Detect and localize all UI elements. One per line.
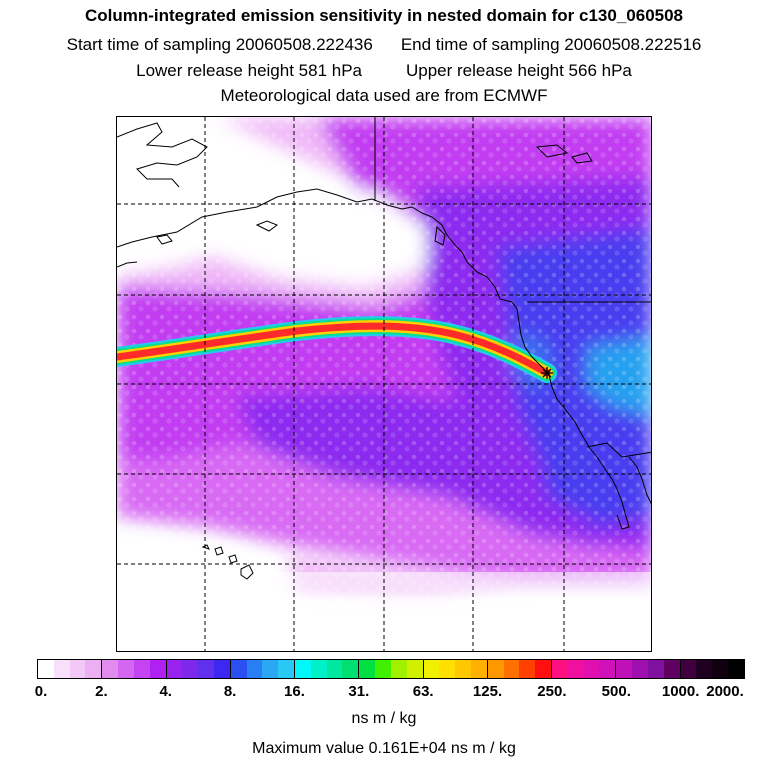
- colorbar-segment: [246, 660, 263, 678]
- colorbar-segment: [326, 660, 343, 678]
- colorbar-segment: [53, 660, 70, 678]
- colorbar-segment: [262, 660, 279, 678]
- colorbar-segment: [278, 660, 294, 678]
- chart-title: Column-integrated emission sensitivity i…: [84, 6, 684, 25]
- colorbar-tick-label: 500.: [601, 683, 631, 700]
- colorbar-segment: [182, 660, 199, 678]
- met-data-label: Meteorological data used are from ECMWF: [220, 86, 548, 105]
- colorbar-segment: [375, 660, 391, 678]
- colorbar-segment: [583, 660, 600, 678]
- sampling-times: Start time of sampling 20060508.222436 En…: [0, 35, 768, 55]
- colorbar-segment: [85, 660, 102, 678]
- max-value-label: Maximum value 0.161E+04 ns m / kg: [252, 740, 516, 757]
- colorbar-tick-label: 31.: [348, 683, 370, 700]
- start-time-label: Start time of sampling 20060508.222436: [66, 35, 373, 54]
- colorbar-tick-label: 250.: [537, 683, 567, 700]
- colorbar: [37, 659, 745, 679]
- colorbar-segment: [229, 660, 247, 678]
- colorbar-segment: [647, 660, 664, 678]
- colorbar-tick-label: 4.: [159, 683, 172, 700]
- colorbar-segment: [486, 660, 504, 678]
- colorbar-tick-label: 2.: [95, 683, 108, 700]
- colorbar-tick-label: 0.: [34, 683, 48, 700]
- trajectory-plume: [117, 316, 557, 383]
- colorbar-segment: [69, 660, 86, 678]
- colorbar-tick-label: 8.: [223, 683, 237, 700]
- lat-lon-grid: [117, 117, 651, 651]
- release-point-marker: [541, 367, 553, 379]
- units-label: ns m / kg: [351, 710, 417, 727]
- colorbar-segment: [551, 660, 568, 678]
- upper-release-label: Upper release height 566 hPa: [406, 61, 632, 80]
- colorbar-segment: [133, 660, 150, 678]
- colorbar-segment: [567, 660, 584, 678]
- colorbar-segment: [198, 660, 214, 678]
- colorbar-segment: [503, 660, 520, 678]
- colorbar-segment: [406, 660, 423, 678]
- colorbar-tick-label: 2000.: [706, 683, 744, 700]
- colorbar-segment: [358, 660, 376, 678]
- colorbar-segment: [38, 660, 54, 678]
- colorbar-segment: [101, 660, 119, 678]
- colorbar-segment: [599, 660, 616, 678]
- colorbar-segment: [519, 660, 536, 678]
- colorbar-segment: [535, 660, 551, 678]
- colorbar-segment: [149, 660, 166, 678]
- colorbar-tick-label: 16.: [284, 683, 305, 700]
- colorbar-tick-label: 125.: [472, 683, 503, 700]
- map-canvas: [117, 117, 651, 651]
- colorbar-tick-label: 1000.: [661, 683, 700, 700]
- colorbar-segment: [310, 660, 327, 678]
- colorbar-segment: [455, 660, 471, 678]
- colorbar-segment: [663, 660, 680, 678]
- colorbar-segment: [118, 660, 134, 678]
- colorbar-segment: [390, 660, 407, 678]
- colorbar-segment: [696, 660, 713, 678]
- sensitivity-map: [116, 116, 652, 652]
- colorbar-segment: [679, 660, 697, 678]
- colorbar-segment: [727, 660, 744, 678]
- colorbar-segment: [213, 660, 230, 678]
- release-heights: Lower release height 581 hPa Upper releas…: [0, 61, 768, 81]
- colorbar-segment: [615, 660, 633, 678]
- colorbar-segment: [165, 660, 183, 678]
- colorbar-segment: [712, 660, 728, 678]
- end-time-label: End time of sampling 20060508.222516: [400, 35, 702, 54]
- colorbar-segment: [422, 660, 440, 678]
- colorbar-segment: [632, 660, 648, 678]
- colorbar-segment: [439, 660, 456, 678]
- colorbar-segment: [342, 660, 359, 678]
- coastlines: [117, 117, 651, 580]
- lower-release-label: Lower release height 581 hPa: [136, 61, 362, 80]
- colorbar-tick-label: 63.: [412, 683, 434, 700]
- colorbar-segment: [294, 660, 311, 678]
- colorbar-segment: [470, 660, 487, 678]
